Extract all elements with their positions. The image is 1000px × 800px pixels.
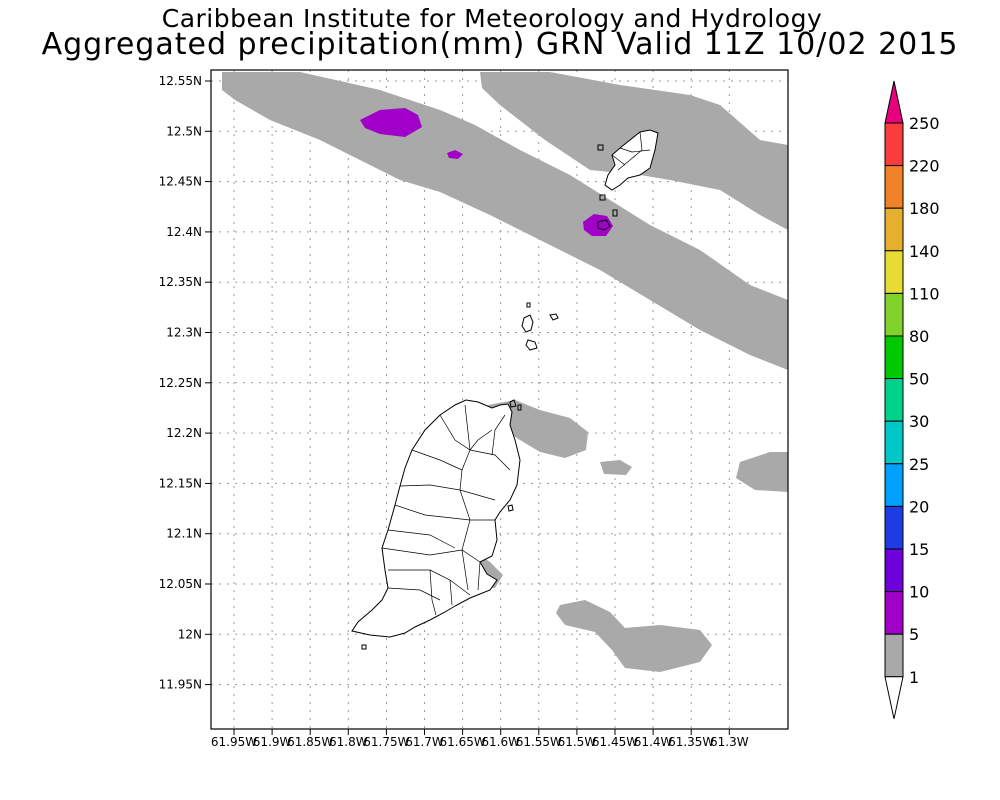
lon-label: 61.95W <box>211 735 257 749</box>
colorbar-segment <box>884 548 904 593</box>
islet <box>526 302 531 308</box>
colorbar-label: 10 <box>909 583 929 602</box>
title-institute: Caribbean Institute for Meteorology and … <box>161 4 823 33</box>
lon-label: 61.7W <box>405 735 444 749</box>
precip-area-1-5mm <box>736 452 788 492</box>
precip-area-5-10mm <box>447 150 463 159</box>
islet <box>599 194 606 201</box>
lat-label: 12.05N <box>159 577 202 591</box>
colorbar-segment <box>884 463 904 507</box>
islet <box>549 313 559 321</box>
colorbar-label: 110 <box>909 284 940 303</box>
lat-label: 12.2N <box>166 426 202 440</box>
islet <box>521 314 534 333</box>
islet <box>597 144 604 151</box>
colorbar-label: 15 <box>909 540 929 559</box>
colorbar-label: 140 <box>909 242 940 261</box>
colorbar-bottom-arrow <box>884 676 904 719</box>
lon-label: 61.9W <box>253 735 292 749</box>
colorbar-label: 80 <box>909 327 929 346</box>
lat-label: 12.25N <box>159 376 202 390</box>
islet <box>525 339 538 351</box>
latitude-labels: 12.55N 12.5N 12.45N 12.4N 12.35N 12.3N 12.25N 1… <box>159 74 211 692</box>
precip-area-1-5mm <box>488 400 588 458</box>
precipitation-areas <box>222 72 788 672</box>
colorbar-segment <box>884 250 904 294</box>
colorbar-segment <box>884 165 904 209</box>
map-frame <box>210 69 789 730</box>
carriacou-island <box>604 129 659 191</box>
colorbar-segment <box>884 591 904 635</box>
colorbar-segment <box>884 633 904 678</box>
lon-label: 61.35W <box>668 735 714 749</box>
grenada-island <box>351 399 521 638</box>
lon-label: 61.3W <box>710 735 749 749</box>
islet <box>507 504 514 512</box>
colorbar-label: 30 <box>909 412 929 431</box>
lon-label: 61.85W <box>287 735 333 749</box>
colorbar-segment <box>884 207 904 252</box>
lon-label: 61.45W <box>592 735 638 749</box>
colorbar-label: 250 <box>909 114 940 133</box>
colorbar-segment <box>884 122 904 167</box>
colorbar-label: 50 <box>909 370 929 389</box>
lat-label: 12.4N <box>166 225 202 239</box>
lat-label: 12N <box>178 627 202 641</box>
precip-area-1-5mm <box>556 600 712 672</box>
lat-label: 12.5N <box>166 124 202 138</box>
colorbar-segment <box>884 505 904 550</box>
islet <box>597 219 611 231</box>
longitude-labels: 61.95W61.9W61.85W61.8W61.75W61.7W61.65W6… <box>211 729 749 749</box>
colorbar-label: 5 <box>909 625 919 644</box>
lat-label: 12.1N <box>166 527 202 541</box>
lat-label: 11.95N <box>159 678 202 692</box>
islet <box>612 209 618 217</box>
colorbar-segment <box>884 292 904 337</box>
lat-label: 12.35N <box>159 275 202 289</box>
colorbar: 250 220 180 140 110 80 50 30 25 20 15 10 5 1 <box>884 80 940 719</box>
colorbar-label: 220 <box>909 157 940 176</box>
colorbar-top-arrow <box>884 80 904 124</box>
carriacou-parish-lines <box>611 131 651 171</box>
lon-label: 61.65W <box>439 735 485 749</box>
lon-label: 61.4W <box>634 735 673 749</box>
lon-label: 61.55W <box>516 735 562 749</box>
grenada-parish-lines <box>381 404 511 616</box>
precip-area-1-5mm <box>222 72 788 370</box>
colorbar-label: 180 <box>909 199 940 218</box>
colorbar-label: 20 <box>909 497 929 516</box>
lon-label: 61.8W <box>329 735 368 749</box>
islet <box>509 399 517 408</box>
lat-label: 12.3N <box>166 326 202 340</box>
colorbar-segment <box>884 378 904 422</box>
colorbar-segment <box>884 420 904 465</box>
colorbar-segment <box>884 335 904 380</box>
islet <box>517 404 522 411</box>
lon-label: 61.6W <box>481 735 520 749</box>
lon-label: 61.75W <box>363 735 409 749</box>
lat-label: 12.45N <box>159 175 202 189</box>
lon-label: 61.5W <box>558 735 597 749</box>
colorbar-label: 25 <box>909 455 929 474</box>
islet <box>361 644 367 650</box>
precip-area-1-5mm <box>600 460 632 475</box>
coastlines <box>351 129 659 650</box>
colorbar-label: 1 <box>909 668 919 687</box>
precip-area-5-10mm <box>360 108 422 137</box>
lat-label: 12.55N <box>159 74 202 88</box>
lat-label: 12.15N <box>159 476 202 490</box>
title-product: Aggregated precipitation(mm) GRN Valid 1… <box>41 27 959 62</box>
